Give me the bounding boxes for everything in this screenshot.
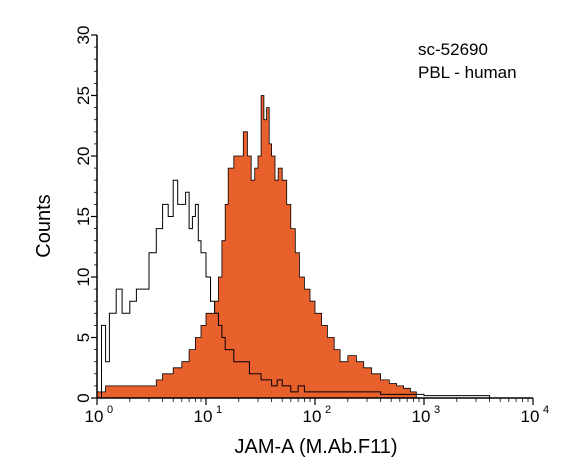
x-tick-base: 10 <box>85 407 104 426</box>
series-outline-histogram <box>97 179 491 399</box>
x-tick-label: 10 0 <box>85 404 114 426</box>
x-tick-exponent: 1 <box>216 404 222 416</box>
x-tick-label: 10 1 <box>194 404 223 426</box>
x-tick-label: 10 4 <box>521 404 550 426</box>
y-tick-label: 15 <box>74 207 93 226</box>
x-tick-base: 10 <box>521 407 540 426</box>
x-tick-exponent: 2 <box>325 404 331 416</box>
x-ticks: 10 0 10 1 10 2 10 3 10 4 <box>85 398 550 426</box>
x-tick-label: 10 3 <box>412 404 441 426</box>
x-tick-base: 10 <box>194 407 213 426</box>
x-tick-exponent: 4 <box>543 404 549 416</box>
y-tick-label: 30 <box>74 26 93 45</box>
x-tick-exponent: 3 <box>434 404 440 416</box>
y-axis-title: Counts <box>33 194 55 257</box>
y-tick-label: 0 <box>74 393 93 402</box>
y-tick-label: 5 <box>74 333 93 342</box>
x-tick-exponent: 0 <box>107 404 113 416</box>
y-tick-label: 25 <box>74 86 93 105</box>
y-tick-label: 20 <box>74 147 93 166</box>
annotation-sample: PBL - human <box>418 63 517 82</box>
x-tick-base: 10 <box>303 407 322 426</box>
series-layer <box>96 95 491 399</box>
x-tick-label: 10 2 <box>303 404 332 426</box>
x-axis-title: JAM-A (M.Ab.F11) <box>235 436 398 458</box>
y-tick-label: 10 <box>74 268 93 287</box>
y-ticks: 0 5 10 15 20 25 30 <box>74 26 97 403</box>
series-filled-histogram <box>96 95 417 399</box>
x-tick-base: 10 <box>412 407 431 426</box>
annotation-product-code: sc-52690 <box>418 40 488 59</box>
